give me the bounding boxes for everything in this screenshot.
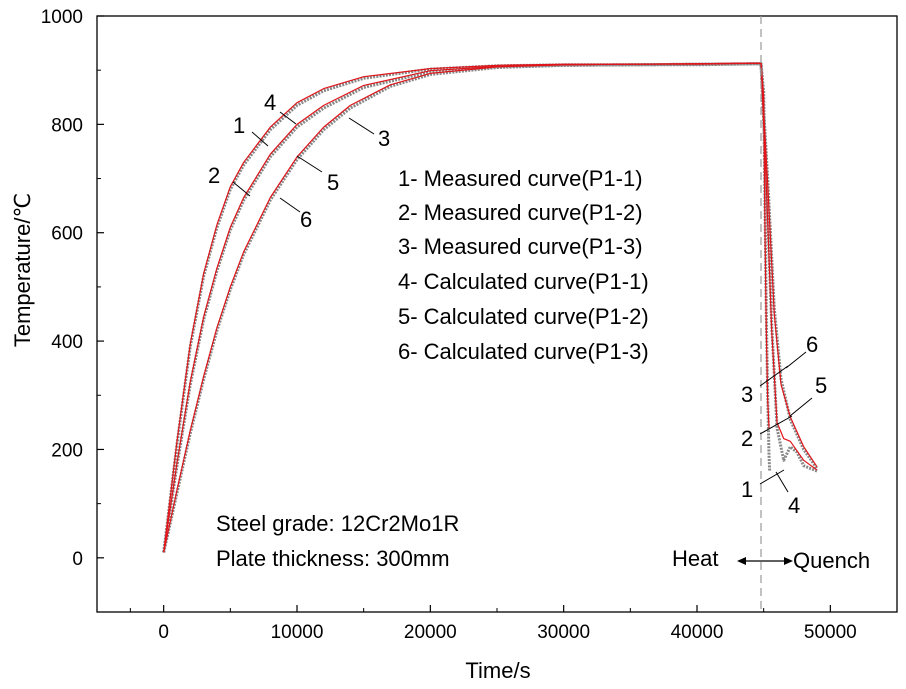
series-line-3 xyxy=(162,62,819,553)
y-tick-label-4: 800 xyxy=(51,115,83,136)
curve-label-5: 5 xyxy=(327,170,339,195)
legend-entry-4: 4- Calculated curve(P1-1) xyxy=(398,269,649,294)
curve-label-3: 3 xyxy=(378,126,390,151)
x-tick-label-4: 40000 xyxy=(671,622,724,643)
curve-label-2-quench: 2 xyxy=(741,426,753,451)
plate-thickness-note: Plate thickness: 300mm xyxy=(216,546,450,571)
legend: 1- Measured curve(P1-1) 2- Measured curv… xyxy=(398,166,649,364)
y-tick-label-3: 600 xyxy=(51,224,83,245)
curve-label-3-quench: 3 xyxy=(741,382,753,407)
y-tick-label-1: 200 xyxy=(51,440,83,461)
quench-label: Quench xyxy=(793,548,870,573)
y-tick-label-2: 400 xyxy=(51,332,83,353)
heat-quench-arrow xyxy=(737,557,793,565)
series-line-4 xyxy=(163,62,770,553)
y-tick-label-0: 0 xyxy=(72,549,83,570)
y-axis-ticks: 0 200 400 600 800 1000 xyxy=(41,7,104,613)
curve-label-6: 6 xyxy=(300,207,312,232)
curve-label-1-quench: 1 xyxy=(741,477,753,502)
curve-label-5-quench: 5 xyxy=(815,373,827,398)
steel-grade-note: Steel grade: 12Cr2Mo1R xyxy=(216,511,459,536)
x-tick-label-3: 30000 xyxy=(537,622,590,643)
curve-label-4: 4 xyxy=(264,90,276,115)
legend-entry-3: 3- Measured curve(P1-3) xyxy=(398,234,643,259)
legend-entry-1: 1- Measured curve(P1-1) xyxy=(398,166,643,191)
heat-label: Heat xyxy=(672,546,718,571)
x-tick-label-1: 10000 xyxy=(271,622,324,643)
curve-label-4-quench: 4 xyxy=(788,493,800,518)
x-axis-title: Time/s xyxy=(465,658,530,683)
curve-label-1: 1 xyxy=(233,113,245,138)
y-axis-title: Temperature/℃ xyxy=(10,193,35,347)
series-line-6 xyxy=(163,62,818,553)
x-tick-label-0: 0 xyxy=(158,622,169,643)
legend-entry-6: 6- Calculated curve(P1-3) xyxy=(398,339,649,364)
series-layer xyxy=(162,62,819,553)
curve-label-6-quench: 6 xyxy=(806,332,818,357)
legend-entry-5: 5- Calculated curve(P1-2) xyxy=(398,304,649,329)
curve-labels: 1 2 3 4 5 6 1 2 3 4 5 6 xyxy=(208,90,827,518)
x-tick-label-5: 50000 xyxy=(804,622,857,643)
y-tick-label-5: 1000 xyxy=(41,7,83,28)
curve-label-2: 2 xyxy=(208,163,220,188)
x-tick-label-2: 20000 xyxy=(404,622,457,643)
legend-entry-2: 2- Measured curve(P1-2) xyxy=(398,200,643,225)
x-axis-ticks: 0 10000 20000 30000 40000 50000 xyxy=(129,605,857,643)
series-line-5 xyxy=(163,62,818,553)
